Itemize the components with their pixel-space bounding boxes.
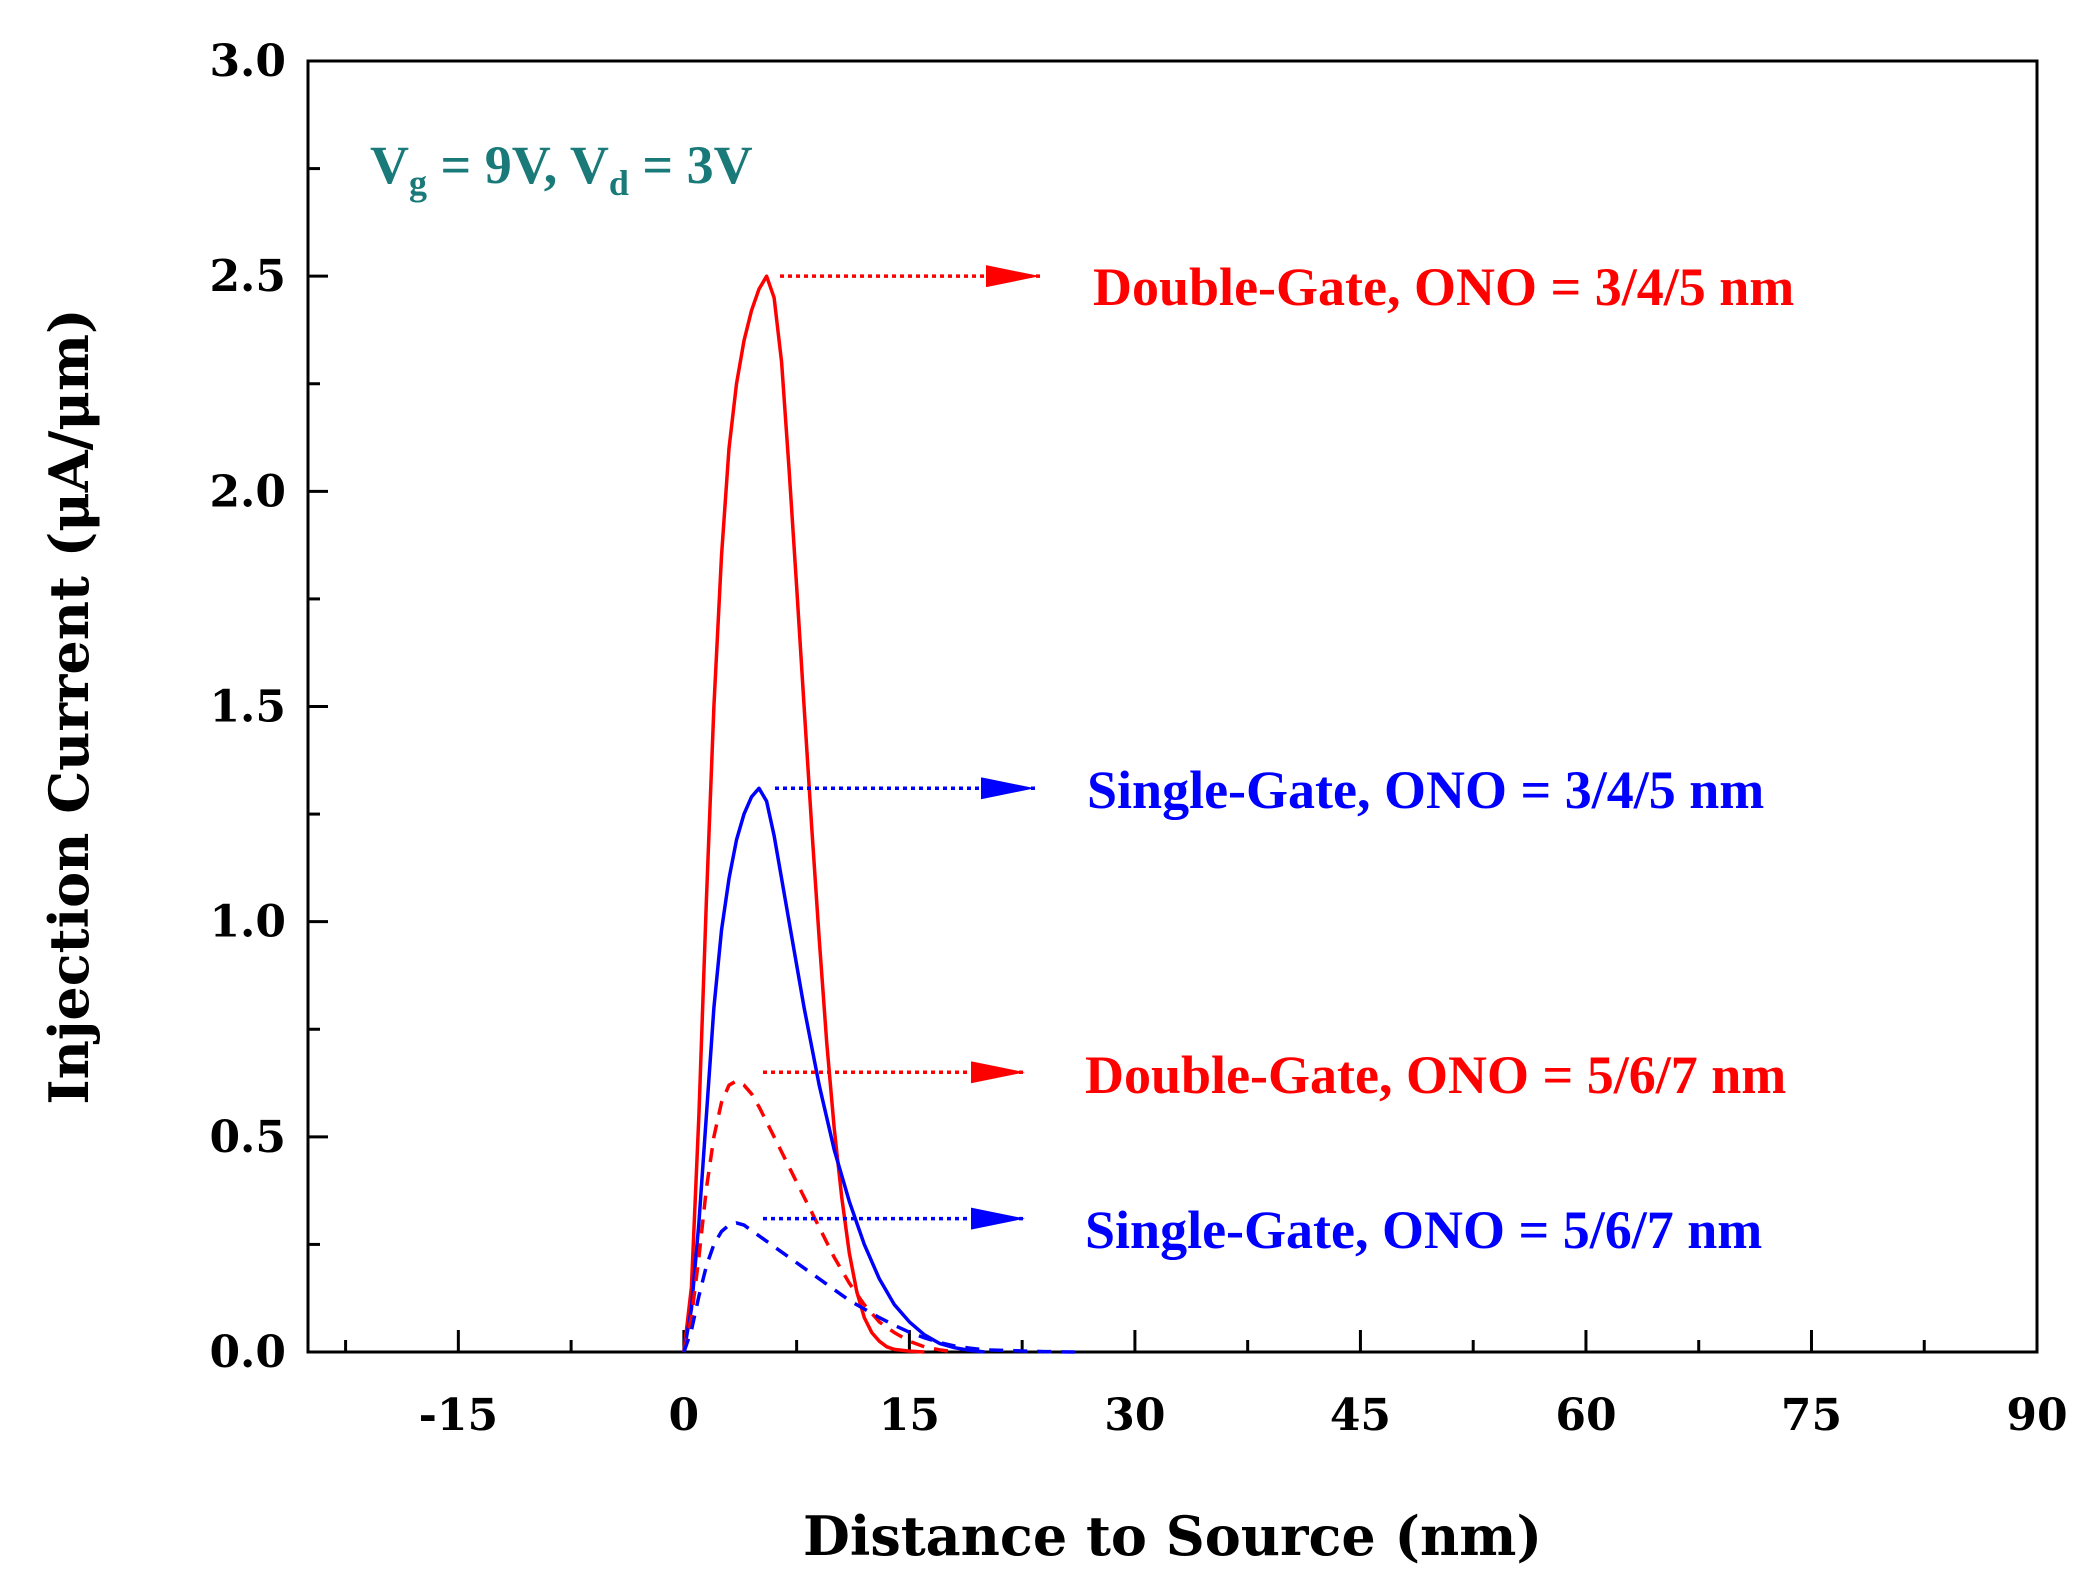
y-axis-title: Injection Current (μA/μm) [37,308,101,1104]
x-tick-label: 15 [879,1390,940,1441]
series-label: Single-Gate, ONO = 5/6/7 nm [1085,1200,1762,1260]
x-tick-label: 60 [1555,1390,1616,1441]
y-tick-label: 1.5 [209,682,286,733]
x-tick-label: 90 [2006,1390,2067,1441]
x-tick-label: 30 [1104,1390,1165,1441]
y-tick-label: 1.0 [209,897,286,948]
y-tick-label: 2.0 [209,466,286,517]
series-line [682,1221,1075,1354]
series-label: Double-Gate, ONO = 5/6/7 nm [1085,1045,1786,1105]
condition-text: V [370,135,409,195]
y-tick-label: 3.0 [209,36,286,87]
condition-annotation: Vg = 9V, Vd = 3V [370,135,753,203]
plot-frame [306,59,2039,1354]
y-tick-label: 0.5 [209,1112,286,1163]
series-label: Double-Gate, ONO = 3/4/5 nm [1093,257,1794,317]
condition-text: = 3V [629,135,753,195]
y-tick-label: 0.0 [209,1327,286,1378]
x-tick-label: 45 [1330,1390,1391,1441]
condition-text: V [570,135,609,195]
condition-subscript: d [609,163,629,203]
series-line [682,1079,955,1354]
x-tick-label: -15 [419,1390,499,1441]
y-tick-label: 2.5 [209,251,286,302]
series-label: Single-Gate, ONO = 3/4/5 nm [1087,760,1764,820]
condition-text: = 9V, [427,135,570,195]
series-line [682,274,925,1354]
condition-subscript: g [409,163,427,203]
x-tick-label: 0 [669,1390,700,1441]
series-line [682,786,985,1354]
x-tick-label: 75 [1781,1390,1842,1441]
x-axis-title: Distance to Source (nm) [803,1504,1542,1568]
